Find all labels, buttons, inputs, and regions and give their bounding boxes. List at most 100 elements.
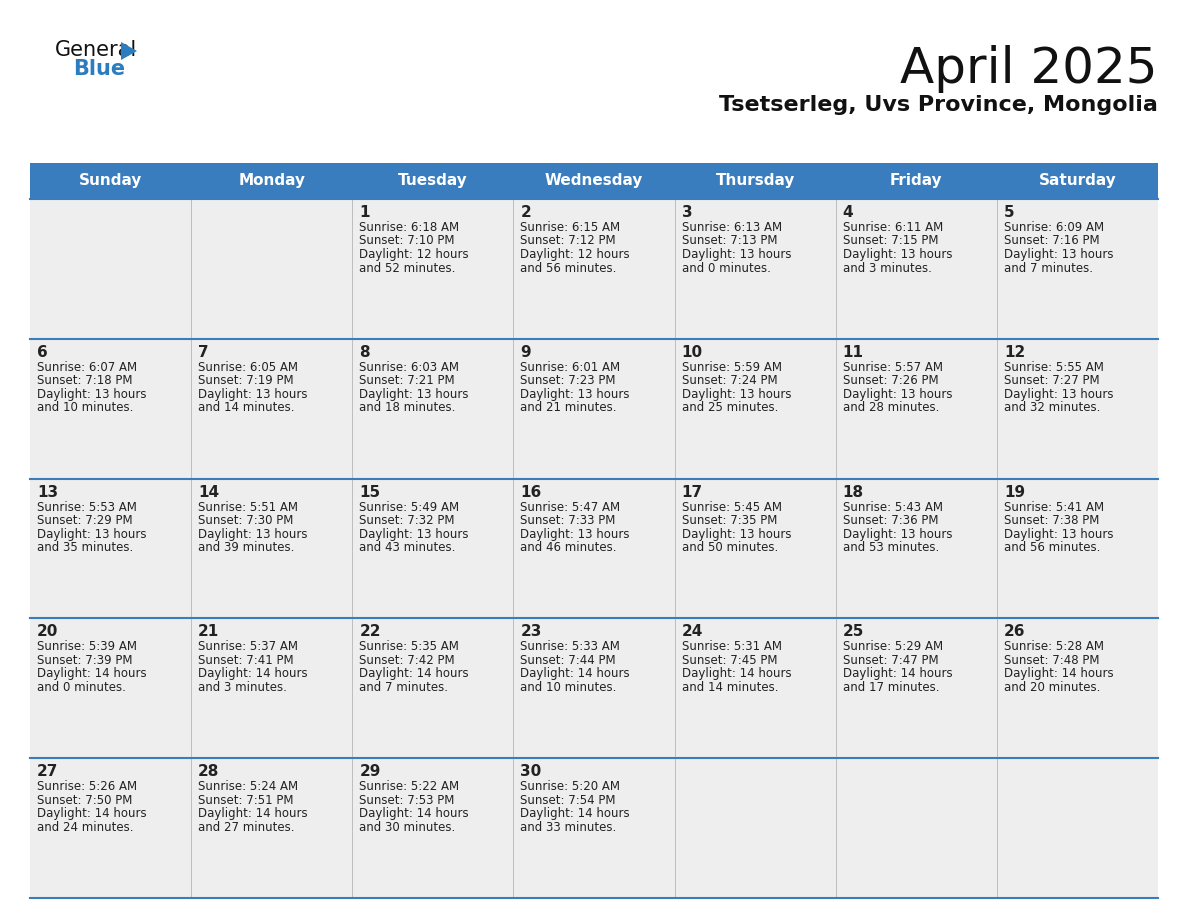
Bar [997,619,1158,758]
Text: 9: 9 [520,345,531,360]
Text: 1: 1 [359,205,369,220]
Text: Sunset: 7:53 PM: Sunset: 7:53 PM [359,794,455,807]
Text: 19: 19 [1004,485,1025,499]
Text: 26: 26 [1004,624,1025,640]
Bar [675,339,835,478]
Text: Sunrise: 5:55 AM: Sunrise: 5:55 AM [1004,361,1104,374]
Text: and 24 minutes.: and 24 minutes. [37,821,133,834]
Text: Daylight: 13 hours: Daylight: 13 hours [359,387,469,401]
Text: and 21 minutes.: and 21 minutes. [520,401,617,414]
Text: Daylight: 13 hours: Daylight: 13 hours [198,387,308,401]
Text: Daylight: 12 hours: Daylight: 12 hours [520,248,630,261]
Bar [353,478,513,619]
Text: and 3 minutes.: and 3 minutes. [198,681,287,694]
Text: Tsetserleg, Uvs Province, Mongolia: Tsetserleg, Uvs Province, Mongolia [719,95,1158,115]
Text: and 7 minutes.: and 7 minutes. [359,681,448,694]
Text: Sunrise: 5:49 AM: Sunrise: 5:49 AM [359,500,460,513]
Text: Sunset: 7:42 PM: Sunset: 7:42 PM [359,654,455,666]
Text: 17: 17 [682,485,702,499]
Text: Sunrise: 5:26 AM: Sunrise: 5:26 AM [37,780,137,793]
Text: and 50 minutes.: and 50 minutes. [682,541,778,554]
Text: and 0 minutes.: and 0 minutes. [682,262,771,274]
Text: and 33 minutes.: and 33 minutes. [520,821,617,834]
Text: Daylight: 13 hours: Daylight: 13 hours [842,248,953,261]
Text: Daylight: 14 hours: Daylight: 14 hours [37,667,146,680]
Text: Sunrise: 5:20 AM: Sunrise: 5:20 AM [520,780,620,793]
Text: Daylight: 13 hours: Daylight: 13 hours [520,387,630,401]
Text: Sunrise: 5:24 AM: Sunrise: 5:24 AM [198,780,298,793]
Bar [30,478,191,619]
Text: and 14 minutes.: and 14 minutes. [198,401,295,414]
Text: Daylight: 14 hours: Daylight: 14 hours [520,807,630,820]
Bar [997,478,1158,619]
Text: 2: 2 [520,205,531,220]
Text: Sunset: 7:41 PM: Sunset: 7:41 PM [198,654,293,666]
Text: and 35 minutes.: and 35 minutes. [37,541,133,554]
Text: 20: 20 [37,624,58,640]
Text: 25: 25 [842,624,864,640]
Text: Sunset: 7:48 PM: Sunset: 7:48 PM [1004,654,1099,666]
Text: Sunrise: 6:11 AM: Sunrise: 6:11 AM [842,221,943,234]
Text: Daylight: 13 hours: Daylight: 13 hours [1004,248,1113,261]
Text: General: General [55,40,138,60]
Text: Sunrise: 6:18 AM: Sunrise: 6:18 AM [359,221,460,234]
Text: Daylight: 13 hours: Daylight: 13 hours [520,528,630,541]
Text: 11: 11 [842,345,864,360]
Text: 30: 30 [520,764,542,779]
Text: and 20 minutes.: and 20 minutes. [1004,681,1100,694]
Text: Sunset: 7:47 PM: Sunset: 7:47 PM [842,654,939,666]
Bar [675,199,835,339]
Bar [30,619,191,758]
Text: Sunrise: 6:09 AM: Sunrise: 6:09 AM [1004,221,1104,234]
Text: and 46 minutes.: and 46 minutes. [520,541,617,554]
Text: Sunset: 7:32 PM: Sunset: 7:32 PM [359,514,455,527]
Text: 18: 18 [842,485,864,499]
Text: Sunrise: 6:15 AM: Sunrise: 6:15 AM [520,221,620,234]
Text: Daylight: 13 hours: Daylight: 13 hours [37,528,146,541]
Text: Sunset: 7:21 PM: Sunset: 7:21 PM [359,375,455,387]
Text: and 3 minutes.: and 3 minutes. [842,262,931,274]
Bar [353,619,513,758]
Text: Daylight: 14 hours: Daylight: 14 hours [682,667,791,680]
Text: 21: 21 [198,624,220,640]
Bar [675,758,835,898]
Text: Daylight: 13 hours: Daylight: 13 hours [37,387,146,401]
Bar [191,199,353,339]
Bar [835,339,997,478]
Text: Sunrise: 5:57 AM: Sunrise: 5:57 AM [842,361,943,374]
Text: 29: 29 [359,764,380,779]
Text: Sunrise: 5:41 AM: Sunrise: 5:41 AM [1004,500,1104,513]
Text: Sunset: 7:29 PM: Sunset: 7:29 PM [37,514,133,527]
Text: Sunset: 7:50 PM: Sunset: 7:50 PM [37,794,132,807]
Bar [675,619,835,758]
Text: Sunrise: 6:01 AM: Sunrise: 6:01 AM [520,361,620,374]
Text: Sunrise: 5:35 AM: Sunrise: 5:35 AM [359,641,459,654]
Text: 13: 13 [37,485,58,499]
Text: Sunset: 7:26 PM: Sunset: 7:26 PM [842,375,939,387]
Text: Wednesday: Wednesday [545,174,643,188]
Text: Sunrise: 5:22 AM: Sunrise: 5:22 AM [359,780,460,793]
Text: Sunset: 7:38 PM: Sunset: 7:38 PM [1004,514,1099,527]
Text: 16: 16 [520,485,542,499]
Text: Sunset: 7:30 PM: Sunset: 7:30 PM [198,514,293,527]
Bar [675,478,835,619]
Text: Sunrise: 5:39 AM: Sunrise: 5:39 AM [37,641,137,654]
Text: 4: 4 [842,205,853,220]
Bar [191,758,353,898]
Text: Daylight: 14 hours: Daylight: 14 hours [359,667,469,680]
Text: Daylight: 13 hours: Daylight: 13 hours [682,387,791,401]
Text: 3: 3 [682,205,693,220]
Text: Sunday: Sunday [78,174,143,188]
Text: Monday: Monday [239,174,305,188]
Text: 22: 22 [359,624,381,640]
Text: Sunrise: 5:43 AM: Sunrise: 5:43 AM [842,500,943,513]
Text: Thursday: Thursday [715,174,795,188]
Text: and 10 minutes.: and 10 minutes. [37,401,133,414]
Text: Sunset: 7:35 PM: Sunset: 7:35 PM [682,514,777,527]
Text: Daylight: 14 hours: Daylight: 14 hours [37,807,146,820]
Text: Daylight: 13 hours: Daylight: 13 hours [842,387,953,401]
Text: 27: 27 [37,764,58,779]
Bar [513,619,675,758]
Text: and 30 minutes.: and 30 minutes. [359,821,455,834]
Text: Sunset: 7:16 PM: Sunset: 7:16 PM [1004,234,1099,248]
